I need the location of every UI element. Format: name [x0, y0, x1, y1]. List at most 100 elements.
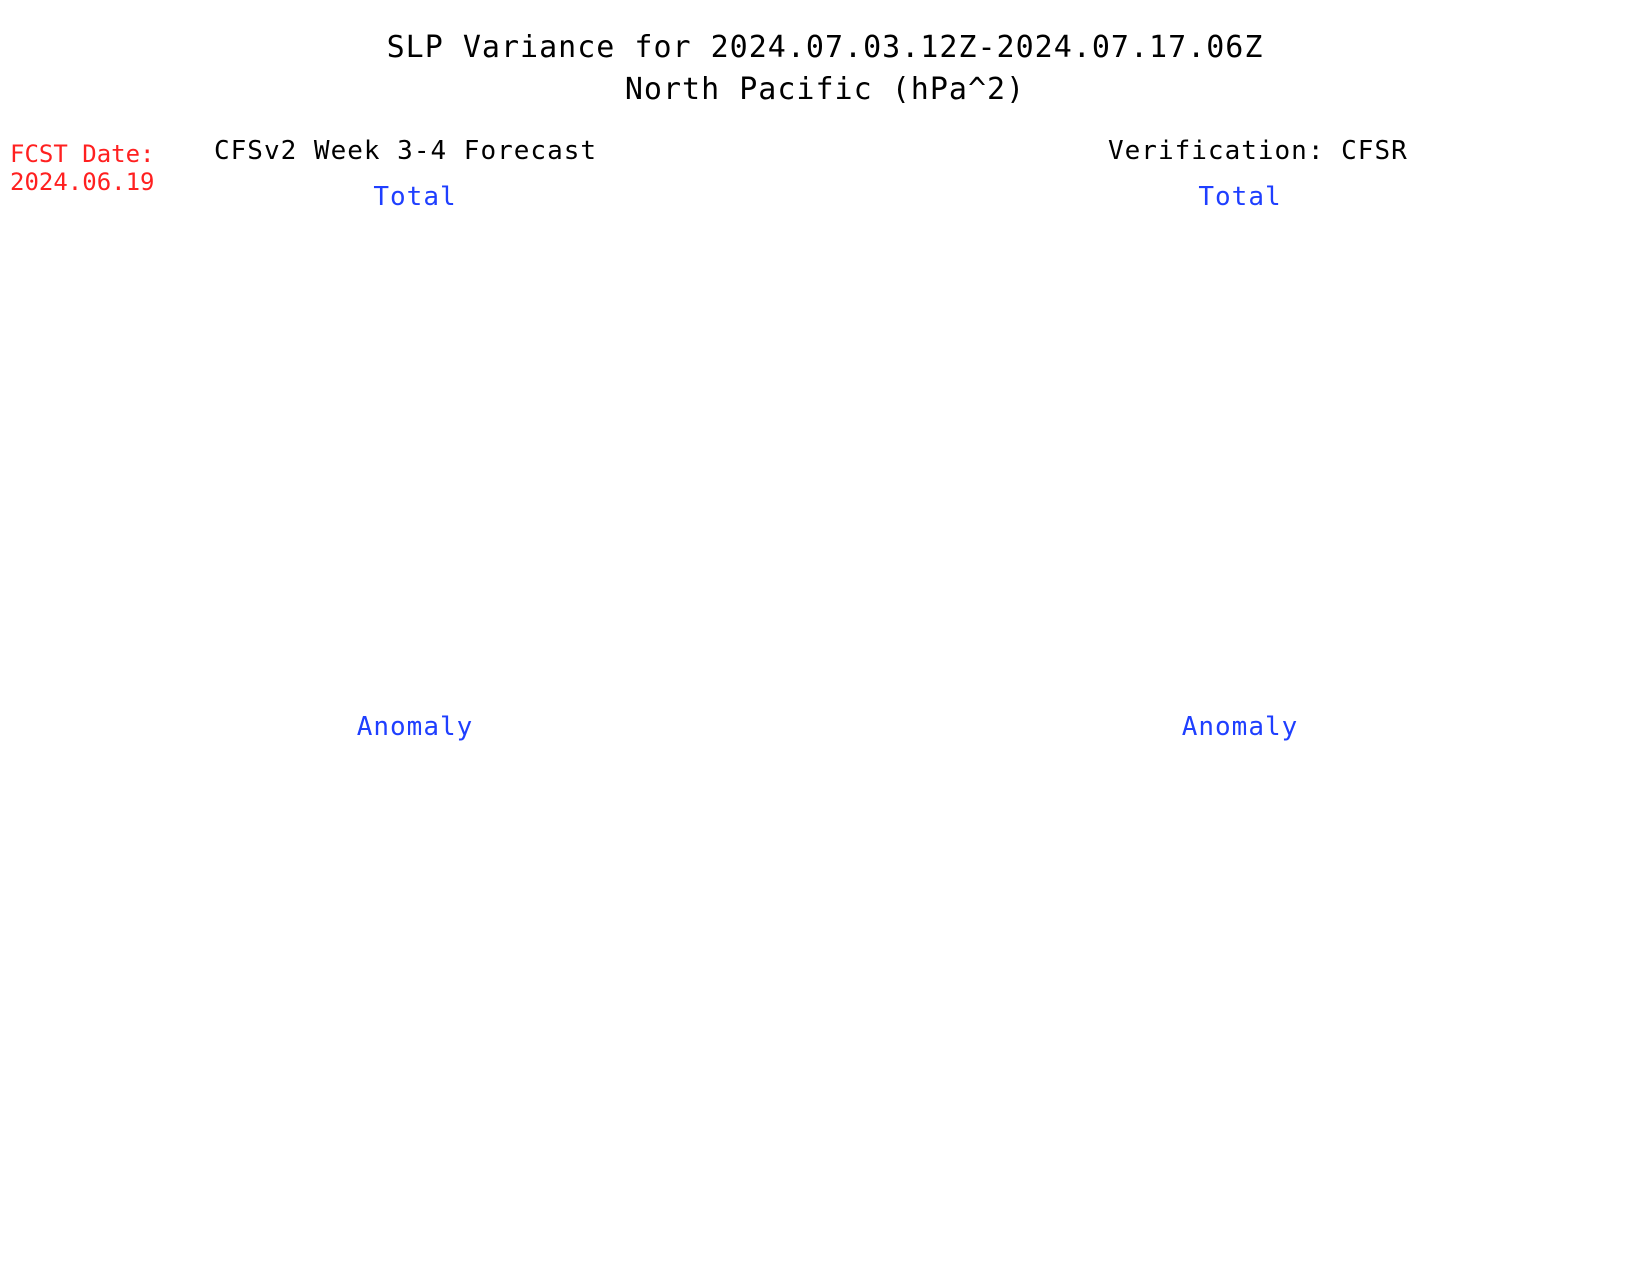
- colorbar-anom-box: [798, 1164, 816, 1205]
- obs-anom-panel: [947, 756, 1639, 1275]
- right-column-title: Verification: CFSR: [1108, 136, 1408, 166]
- colorbar-total-label: 220: [822, 322, 846, 338]
- fc-anom-panel: [91, 756, 783, 1275]
- colorbar-anom-box: [798, 962, 816, 1003]
- anomaly-region: [1010, 957, 1053, 997]
- anomaly-region: [1008, 885, 1028, 894]
- lat-tick-label: 60N: [53, 395, 82, 412]
- colorbar-total-label: 70: [822, 522, 838, 538]
- lat-tick-label: 70N: [53, 327, 82, 344]
- colorbar-cap-bottom: [798, 1205, 816, 1245]
- lat-tick-label: 60N: [909, 395, 938, 412]
- colorbar-anom-box: [798, 1083, 816, 1124]
- anomaly-region: [1228, 863, 1248, 882]
- anomaly-region: [1133, 1027, 1213, 1067]
- colorbar-total-box: [798, 405, 816, 445]
- fc-total-title: Total: [373, 182, 457, 212]
- anomaly-region: [1000, 932, 1133, 1015]
- colorbar-anom-label: -10: [822, 1035, 842, 1051]
- lat-tick-label: 50N: [53, 462, 82, 479]
- left-column-title: CFSv2 Week 3-4 Forecast: [214, 136, 598, 166]
- anomaly-region: [1206, 853, 1228, 861]
- lon-tick-label: 160E: [1042, 1174, 1079, 1191]
- anomaly-region: [1026, 1005, 1278, 1082]
- colorbar-cap-top: [798, 760, 816, 800]
- lat-tick-label: 40N: [53, 530, 82, 547]
- colorbar-anom-box: [798, 1002, 816, 1043]
- lat-tick-label: 50N: [909, 462, 938, 479]
- colorbar-anom-label: 60: [822, 792, 838, 808]
- lat-tick-label: 40N: [909, 1055, 938, 1072]
- lon-tick-label: 140E: [73, 1174, 110, 1191]
- colorbar-total-box: [798, 365, 816, 405]
- lat-tick-label: 80N: [909, 260, 938, 277]
- colorbar-total-box: [798, 325, 816, 365]
- anomaly-region: [1558, 785, 1568, 802]
- anomaly-region: [948, 757, 1343, 919]
- colorbar-total-box: [798, 485, 816, 525]
- lon-tick-label: 160W: [410, 649, 453, 666]
- colorbar-anom-box: [798, 1124, 816, 1165]
- colorbar-total-label: 40: [822, 562, 838, 578]
- lon-tick-label: 160E: [1042, 649, 1079, 666]
- colorbar-anom-box: [798, 800, 816, 841]
- lon-tick-label: 140W: [523, 649, 566, 666]
- lon-tick-label: 140E: [73, 649, 110, 666]
- colorbar-anom-label: 10: [822, 995, 838, 1011]
- colorbar-anom-box: [798, 921, 816, 962]
- colorbar-anom-label: 20: [822, 954, 838, 970]
- anomaly-region: [948, 757, 1238, 829]
- lat-tick-label: 30N: [53, 1122, 82, 1139]
- lat-tick-label: 30N: [909, 597, 938, 614]
- colorbar-anom-box: [798, 1043, 816, 1084]
- lat-tick-label: 80N: [909, 785, 938, 802]
- colorbar-anom-box: [798, 881, 816, 922]
- anomaly-region: [973, 852, 1068, 917]
- lon-tick-label: 180: [305, 649, 332, 666]
- lat-tick-label: 70N: [53, 852, 82, 869]
- fcst-date-block: FCST Date: 2024.06.19: [10, 140, 155, 196]
- lon-tick-label: 120W: [636, 1174, 679, 1191]
- variance-region: [1000, 354, 1038, 377]
- lat-tick-label: 50N: [53, 987, 82, 1004]
- lat-tick-label: 50N: [909, 987, 938, 1004]
- lon-tick-label: 160W: [1266, 649, 1309, 666]
- anomaly-region: [1053, 957, 1118, 1005]
- colorbar-anom-label: -40: [822, 1157, 842, 1173]
- lat-tick-label: 80N: [53, 785, 82, 802]
- colorbar-total-box: [798, 445, 816, 485]
- lon-tick-label: 160W: [410, 1174, 453, 1191]
- obs-anom-title: Anomaly: [1181, 712, 1299, 742]
- fcst-date-value: 2024.06.19: [10, 168, 155, 196]
- variance-region: [948, 232, 1278, 382]
- anomaly-region: [92, 817, 122, 827]
- lat-tick-label: 70N: [909, 327, 938, 344]
- lon-tick-label: 160W: [1266, 1174, 1309, 1191]
- colorbar-cap-bottom: [797, 564, 817, 606]
- lon-tick-label: 120W: [636, 649, 679, 666]
- fcst-date-label: FCST Date:: [10, 140, 155, 168]
- lon-tick-label: 120W: [1492, 1174, 1535, 1191]
- anomaly-region: [232, 853, 282, 863]
- colorbar-total-label: 160: [822, 402, 846, 418]
- obs-total-title: Total: [1198, 182, 1282, 212]
- lon-tick-label: 140W: [1379, 1174, 1422, 1191]
- anomaly-region: [1438, 877, 1568, 1022]
- lat-tick-label: 80N: [53, 260, 82, 277]
- colorbar-total-box: [798, 525, 816, 565]
- colorbar-total-label: 130: [822, 442, 846, 458]
- lon-tick-label: 180: [305, 1174, 332, 1191]
- lon-tick-label: 160E: [186, 1174, 223, 1191]
- colorbar-cap-top: [798, 285, 816, 325]
- lon-tick-label: 140E: [929, 1174, 966, 1191]
- lat-tick-label: 40N: [53, 1055, 82, 1072]
- colorbar-total-label: 100: [822, 482, 846, 498]
- lat-tick-label: 70N: [909, 852, 938, 869]
- anomaly-region: [1163, 905, 1233, 962]
- colorbar-anom-label: 50: [822, 833, 838, 849]
- lat-tick-label: 30N: [909, 1122, 938, 1139]
- lat-tick-label: 60N: [53, 920, 82, 937]
- colorbar-anom-box: [798, 840, 816, 881]
- colorbar-total-label: 190: [822, 362, 846, 378]
- lon-tick-label: 160E: [186, 649, 223, 666]
